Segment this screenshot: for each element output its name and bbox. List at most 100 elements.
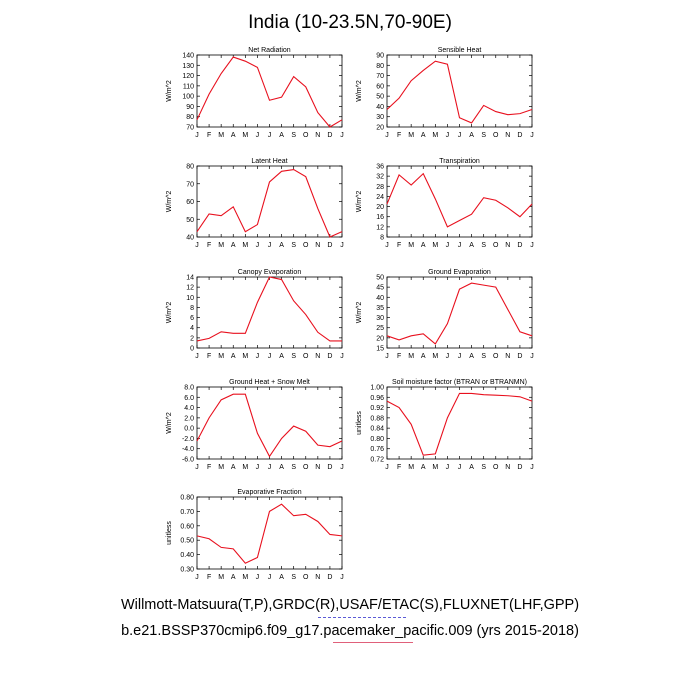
plot-frame: [386, 276, 533, 349]
x-tick-label: F: [207, 242, 211, 249]
x-tick-label: A: [231, 242, 236, 249]
y-tick-label: 70: [186, 181, 194, 188]
panel-ground-evaporation: Ground Evaporation 15 20 25 30 35 40 45 50 W/m^2 J…: [356, 269, 534, 360]
x-tick-label: M: [242, 464, 248, 471]
x-tick-label: J: [256, 353, 260, 360]
x-tick-label: M: [218, 574, 224, 581]
x-tick-label: F: [207, 464, 211, 471]
x-tick-label: J: [268, 242, 272, 249]
x-tick-label: O: [303, 242, 309, 249]
y-tick-label: 20: [376, 204, 384, 211]
x-tick-label: M: [408, 242, 414, 249]
footer-dashed-underline: [318, 617, 406, 618]
x-tick-label: J: [256, 464, 260, 471]
y-axis-label: W/m^2: [356, 302, 363, 324]
x-tick-label: S: [481, 464, 486, 471]
panel-title: Soil moisture factor (BTRAN or BTRANMN): [392, 379, 527, 386]
x-tick-label: S: [481, 132, 486, 139]
x-tick-label: J: [385, 242, 389, 249]
x-tick-label: A: [421, 132, 426, 139]
x-tick-label: J: [446, 132, 450, 139]
x-tick-label: A: [279, 574, 284, 581]
y-tick-label: 24: [376, 194, 384, 201]
y-tick-label: -4.0: [182, 446, 194, 453]
y-tick-label: 8: [190, 305, 194, 312]
series-line-sensible-heat: [386, 60, 533, 124]
y-tick-label: 0.0: [184, 426, 194, 433]
x-tick-label: N: [315, 242, 320, 249]
panel-title: Evaporative Fraction: [237, 489, 301, 496]
y-tick-label: 30: [376, 114, 384, 121]
x-tick-label: M: [218, 353, 224, 360]
x-tick-label: S: [291, 353, 296, 360]
x-tick-label: S: [291, 464, 296, 471]
x-tick-label: F: [207, 574, 211, 581]
y-tick-label: 32: [376, 174, 384, 181]
y-tick-label: 60: [186, 199, 194, 206]
y-tick-label: 0.60: [180, 523, 194, 530]
footer-solid-underline: [333, 642, 413, 643]
x-tick-label: F: [207, 353, 211, 360]
x-tick-label: J: [256, 132, 260, 139]
x-tick-label: A: [469, 353, 474, 360]
x-tick-label: A: [231, 464, 236, 471]
x-tick-label: A: [469, 132, 474, 139]
y-tick-label: 20: [376, 335, 384, 342]
y-tick-label: 16: [376, 214, 384, 221]
y-tick-label: 25: [376, 325, 384, 332]
y-tick-label: 0.72: [370, 457, 384, 464]
x-tick-label: M: [242, 132, 248, 139]
x-tick-label: A: [279, 132, 284, 139]
x-tick-label: M: [242, 353, 248, 360]
x-tick-label: J: [340, 574, 344, 581]
y-tick-label: 6.0: [184, 395, 194, 402]
y-tick-label: 40: [376, 295, 384, 302]
y-tick-label: 70: [186, 125, 194, 132]
x-tick-label: J: [446, 242, 450, 249]
y-tick-label: 0.50: [180, 538, 194, 545]
y-tick-label: 10: [186, 295, 194, 302]
x-tick-label: S: [481, 353, 486, 360]
y-tick-label: 0.92: [370, 405, 384, 412]
x-tick-label: J: [340, 132, 344, 139]
y-tick-label: 0.80: [180, 495, 194, 502]
x-tick-label: D: [327, 242, 332, 249]
y-tick-label: -6.0: [182, 457, 194, 464]
y-tick-label: 14: [186, 275, 194, 282]
x-tick-label: N: [505, 132, 510, 139]
x-tick-label: J: [268, 132, 272, 139]
plot-frame: [386, 165, 533, 238]
x-tick-label: J: [530, 242, 534, 249]
plot-frame: [196, 165, 343, 238]
y-tick-label: 0.88: [370, 415, 384, 422]
y-tick-label: 70: [376, 73, 384, 80]
x-tick-label: J: [340, 464, 344, 471]
x-tick-label: M: [242, 242, 248, 249]
x-tick-label: M: [408, 353, 414, 360]
y-axis-label: unitless: [166, 521, 173, 545]
x-tick-label: N: [315, 132, 320, 139]
y-tick-label: 0.70: [180, 509, 194, 516]
panel-title: Net Radiation: [248, 47, 291, 54]
y-tick-label: 110: [183, 83, 194, 90]
panel-title: Ground Evaporation: [428, 269, 491, 276]
x-tick-label: S: [291, 574, 296, 581]
x-tick-label: F: [397, 132, 401, 139]
y-tick-label: 12: [376, 224, 384, 231]
figure-title: India (10-23.5N,70-90E): [248, 12, 452, 33]
x-tick-label: J: [385, 132, 389, 139]
panel-title: Sensible Heat: [438, 47, 482, 54]
panel-title: Transpiration: [439, 158, 480, 165]
y-axis-label: W/m^2: [166, 302, 173, 324]
series-line-soil-moisture-factor-btran-or-btranmn: [386, 392, 533, 456]
x-tick-label: J: [195, 464, 199, 471]
x-tick-label: A: [231, 353, 236, 360]
y-tick-label: 0.30: [180, 567, 194, 574]
x-tick-label: M: [432, 132, 438, 139]
x-tick-label: O: [303, 353, 309, 360]
footer-case-name: b.e21.BSSP370cmip6.f09_g17.pacemaker_pac…: [121, 623, 579, 639]
x-tick-label: J: [268, 353, 272, 360]
y-tick-label: 0.96: [370, 395, 384, 402]
plot-frame: [196, 496, 343, 570]
